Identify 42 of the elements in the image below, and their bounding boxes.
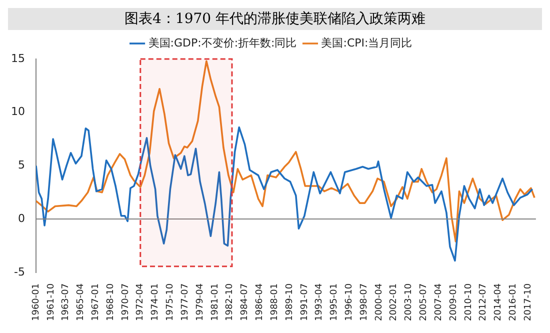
x-tick-label: 2002-01 <box>389 283 400 322</box>
y-tick-label: 15 <box>10 52 25 65</box>
x-tick-label: 2014-04 <box>494 283 504 322</box>
y-tick-label: -5 <box>14 265 25 278</box>
x-tick-label: 1979-04 <box>195 283 206 322</box>
x-tick-label: 1991-07 <box>300 283 310 322</box>
x-tick-label: 1984-07 <box>240 283 250 322</box>
x-tick-label: 2005-07 <box>419 283 430 322</box>
x-tick-label: 1981-01 <box>210 283 220 322</box>
x-tick-label: 2000-04 <box>374 283 384 322</box>
x-tick-label: 1961-10 <box>46 283 56 322</box>
x-tick-label: 1986-04 <box>255 283 266 322</box>
x-tick-label: 2010-10 <box>464 283 474 322</box>
x-tick-label: 2012-07 <box>478 283 489 322</box>
legend-label: 美国:CPI:当月同比 <box>321 36 412 50</box>
y-tick-label: 10 <box>10 105 25 118</box>
x-tick-label: 1967-01 <box>90 283 101 322</box>
x-tick-label: 1982-10 <box>225 283 236 322</box>
x-tick-label: 1972-04 <box>136 283 146 322</box>
x-tick-label: 1963-07 <box>61 283 72 322</box>
x-tick-label: 1960-01 <box>31 283 42 322</box>
x-tick-label: 1977-07 <box>180 283 190 322</box>
x-tick-label: 1988-01 <box>270 283 280 322</box>
legend-label: 美国:GDP:不变价:折年数:同比 <box>148 36 297 50</box>
x-tick-label: 1970-07 <box>120 283 131 322</box>
x-tick-label: 2017-10 <box>523 283 534 322</box>
x-tick-label: 1974-01 <box>150 283 161 322</box>
x-tick-label: 2003-10 <box>404 283 414 322</box>
x-tick-label: 1975-10 <box>166 283 176 322</box>
x-tick-label: 1998-07 <box>359 283 370 322</box>
x-tick-label: 1996-10 <box>344 283 354 322</box>
x-tick-label: 1993-04 <box>314 283 325 322</box>
x-tick-label: 2007-04 <box>434 283 444 322</box>
x-tick-label: 1995-01 <box>330 283 340 322</box>
x-tick-label: 1965-04 <box>76 283 86 322</box>
x-tick-label: 1968-10 <box>106 283 116 322</box>
chart-title: 图表4：1970 年代的滞胀使美联储陷入政策两难 <box>8 8 542 30</box>
x-tick-label: 2009-01 <box>448 283 459 322</box>
y-tick-label: 0 <box>18 212 25 225</box>
x-tick-label: 2016-01 <box>508 283 519 322</box>
y-tick-label: 5 <box>18 158 25 172</box>
x-tick-label: 1989-10 <box>284 283 295 322</box>
